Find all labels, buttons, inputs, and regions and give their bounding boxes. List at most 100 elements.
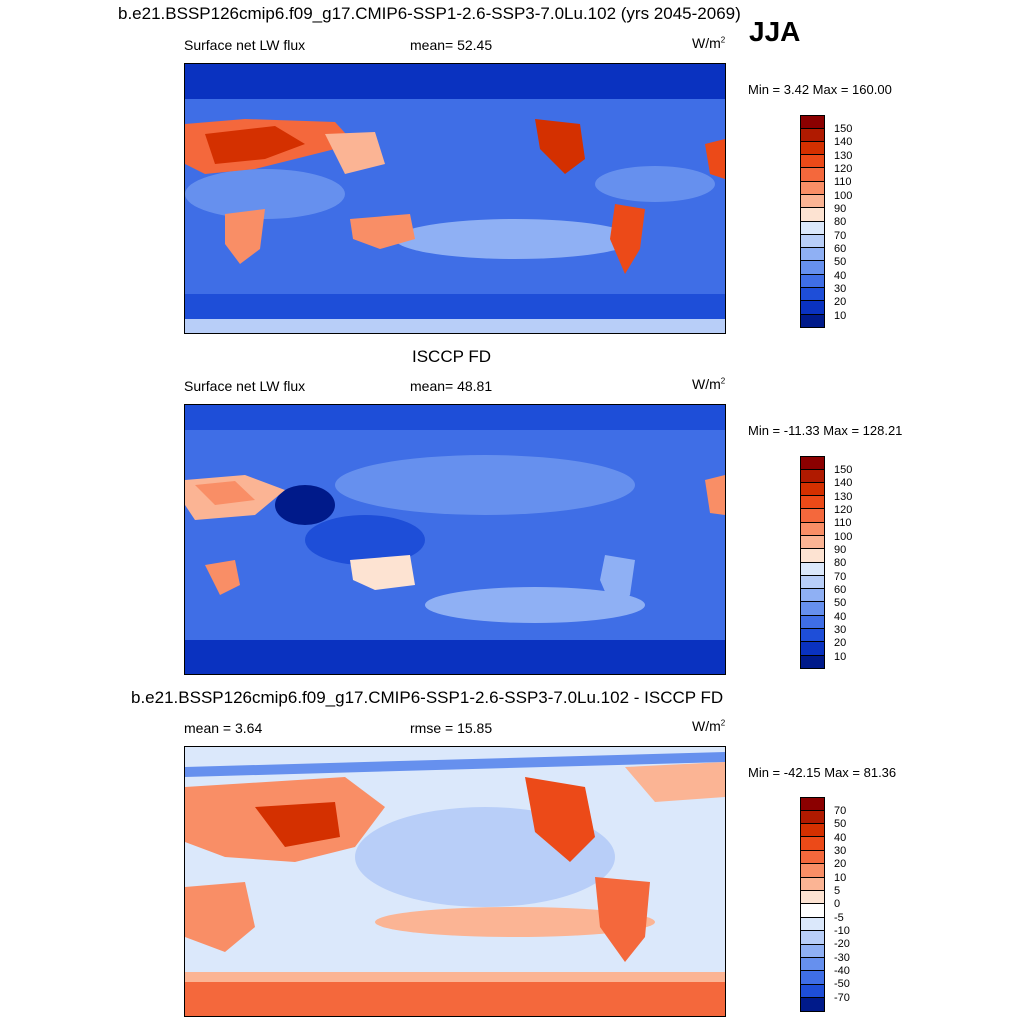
colorbar-swatch <box>801 261 824 275</box>
colorbar-tick-label: 50 <box>834 256 847 268</box>
colorbar-tick-label: -20 <box>834 938 850 950</box>
colorbar-swatch <box>801 457 824 470</box>
colorbar-swatch <box>801 288 824 302</box>
colorbar-swatch <box>801 810 824 824</box>
panel2-colorbar <box>800 456 825 669</box>
colorbar-swatch <box>801 141 824 156</box>
panel2-title: ISCCP FD <box>412 347 492 366</box>
colorbar-swatch <box>801 850 824 865</box>
panel1-units: W/m2 <box>692 35 726 51</box>
panel3-map <box>184 746 726 1017</box>
colorbar-tick-label: 10 <box>834 310 847 322</box>
colorbar-swatch <box>801 984 824 999</box>
colorbar-swatch <box>801 602 824 616</box>
colorbar-swatch <box>801 944 824 958</box>
colorbar-tick-label: 10 <box>834 872 847 884</box>
colorbar-swatch <box>801 496 824 510</box>
colorbar-tick-label: -70 <box>834 992 850 1004</box>
colorbar-swatch <box>801 629 824 643</box>
colorbar-tick-label: 60 <box>834 243 847 255</box>
panel1-map <box>184 63 726 334</box>
colorbar-swatch <box>801 655 824 669</box>
colorbar-swatch <box>801 248 824 262</box>
colorbar-swatch <box>801 128 824 142</box>
colorbar-tick-label: 120 <box>834 504 853 516</box>
colorbar-tick-label: 110 <box>834 517 852 529</box>
panel3-minmax: Min = -42.15 Max = 81.36 <box>748 765 897 780</box>
colorbar-swatch <box>801 642 824 656</box>
colorbar-tick-label: -50 <box>834 978 850 990</box>
colorbar-tick-label: 140 <box>834 136 853 148</box>
colorbar-tick-label: 10 <box>834 651 847 663</box>
panel3-title: b.e21.BSSP126cmip6.f09_g17.CMIP6-SSP1-2.… <box>131 688 724 707</box>
colorbar-tick-label: 50 <box>834 597 847 609</box>
colorbar-tick-label: 80 <box>834 216 847 228</box>
colorbar-tick-label: 90 <box>834 544 847 556</box>
colorbar-tick-label: 20 <box>834 858 847 870</box>
panel3-mean-label: mean = 3.64 <box>184 720 263 736</box>
colorbar-swatch <box>801 482 824 497</box>
panel1-minmax: Min = 3.42 Max = 160.00 <box>748 82 892 97</box>
colorbar-swatch <box>801 221 824 235</box>
colorbar-tick-label: 70 <box>834 571 847 583</box>
colorbar-tick-label: 70 <box>834 805 847 817</box>
colorbar-tick-label: 90 <box>834 203 847 215</box>
colorbar-tick-label: 140 <box>834 477 853 489</box>
colorbar-swatch <box>801 890 824 905</box>
colorbar-swatch <box>801 931 824 945</box>
colorbar-swatch <box>801 998 824 1011</box>
colorbar-swatch <box>801 904 824 918</box>
colorbar-swatch <box>801 194 824 209</box>
colorbar-tick-label: 40 <box>834 270 847 282</box>
colorbar-swatch <box>801 589 824 603</box>
panel3-units: W/m2 <box>692 718 726 734</box>
colorbar-tick-label: -5 <box>834 912 844 924</box>
colorbar-tick-label: 50 <box>834 818 847 830</box>
panel2-mean-label: mean= 48.81 <box>410 378 493 394</box>
colorbar-tick-label: 110 <box>834 176 852 188</box>
colorbar-tick-label: 80 <box>834 557 847 569</box>
colorbar-tick-label: 30 <box>834 624 847 636</box>
colorbar-swatch <box>801 877 824 891</box>
colorbar-swatch <box>801 971 824 985</box>
colorbar-swatch <box>801 798 824 811</box>
colorbar-tick-label: 20 <box>834 296 847 308</box>
colorbar-swatch <box>801 155 824 169</box>
colorbar-swatch <box>801 234 824 249</box>
colorbar-tick-label: 0 <box>834 898 841 910</box>
colorbar-tick-label: -40 <box>834 965 850 977</box>
colorbar-swatch <box>801 522 824 536</box>
panel1-mean-label: mean= 52.45 <box>410 37 493 53</box>
colorbar-tick-label: 30 <box>834 283 847 295</box>
colorbar-swatch <box>801 181 824 195</box>
panel3-colorbar <box>800 797 825 1012</box>
colorbar-tick-label: -30 <box>834 952 850 964</box>
colorbar-tick-label: 150 <box>834 123 853 135</box>
colorbar-swatch <box>801 469 824 483</box>
panel1-variable-label: Surface net LW flux <box>184 37 306 53</box>
panel2-variable-label: Surface net LW flux <box>184 378 306 394</box>
colorbar-swatch <box>801 575 824 590</box>
colorbar-swatch <box>801 823 824 838</box>
colorbar-tick-label: 120 <box>834 163 853 175</box>
colorbar-tick-label: 5 <box>834 885 841 897</box>
panel3-rmse-label: rmse = 15.85 <box>410 720 493 736</box>
colorbar-tick-label: 30 <box>834 845 847 857</box>
colorbar-swatch <box>801 509 824 523</box>
colorbar-swatch <box>801 535 824 550</box>
colorbar-tick-label: 100 <box>834 531 853 543</box>
panel1-title: b.e21.BSSP126cmip6.f09_g17.CMIP6-SSP1-2.… <box>118 4 741 23</box>
colorbar-tick-label: 100 <box>834 190 853 202</box>
season-label: JJA <box>749 16 801 47</box>
colorbar-tick-label: 150 <box>834 464 853 476</box>
colorbar-swatch <box>801 314 824 328</box>
panel2-minmax: Min = -11.33 Max = 128.21 <box>748 423 903 438</box>
colorbar-tick-label: 130 <box>834 491 853 503</box>
colorbar-swatch <box>801 301 824 315</box>
panel2-units: W/m2 <box>692 376 726 392</box>
colorbar-tick-label: -10 <box>834 925 850 937</box>
panel1-colorbar <box>800 115 825 328</box>
colorbar-swatch <box>801 208 824 222</box>
colorbar-tick-label: 40 <box>834 611 847 623</box>
colorbar-swatch <box>801 864 824 878</box>
